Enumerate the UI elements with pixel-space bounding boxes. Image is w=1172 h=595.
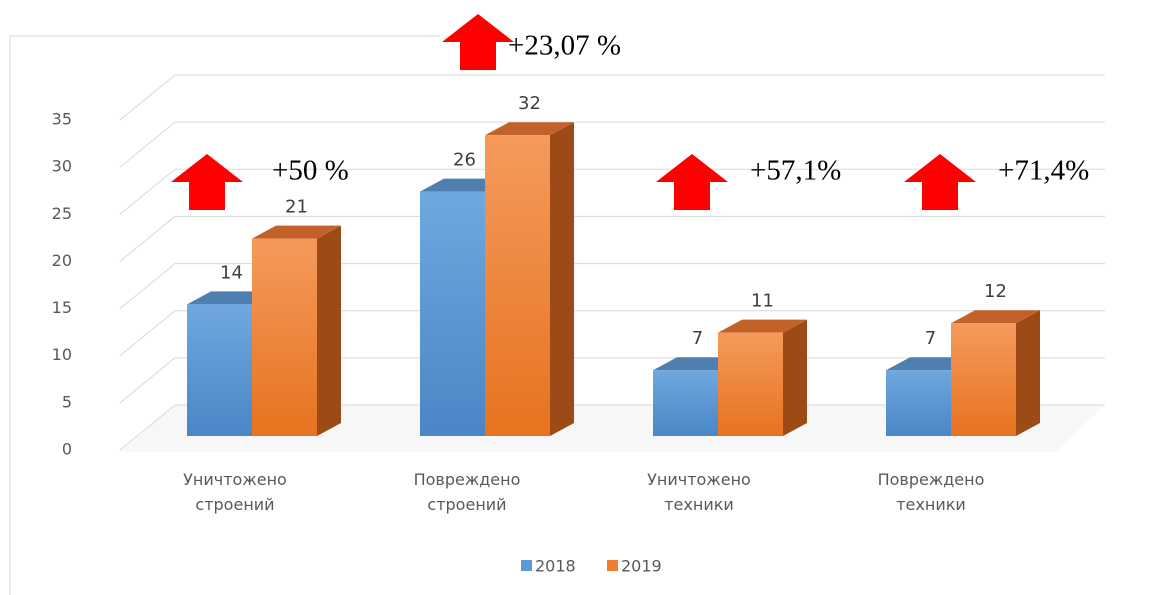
bar — [951, 323, 1016, 436]
bar-top — [718, 319, 807, 333]
legend-label: 2019 — [621, 557, 662, 576]
grid-line — [119, 310, 1105, 357]
legend-swatch — [607, 560, 618, 571]
bar — [187, 304, 252, 436]
y-tick-label: 0 — [62, 440, 72, 459]
value-label: 14 — [220, 262, 243, 283]
annotation: +23,07 % — [508, 30, 621, 62]
bar-side — [550, 122, 574, 436]
value-label: 7 — [692, 328, 703, 349]
bar — [718, 332, 783, 436]
x-tick-label: Повреждено техники — [877, 470, 985, 514]
bar-top — [951, 310, 1040, 324]
bar — [252, 238, 317, 436]
y-tick-label: 30 — [52, 157, 72, 176]
bar — [420, 191, 485, 436]
arrow — [656, 154, 728, 210]
bar — [886, 370, 951, 436]
annotation: +50 % — [272, 155, 349, 187]
y-tick-label: 10 — [52, 345, 72, 364]
bar — [485, 135, 550, 436]
value-label: 26 — [453, 150, 476, 171]
y-tick-label: 25 — [52, 204, 72, 223]
x-tick-label: Уничтожено техники — [647, 470, 751, 514]
bar — [653, 370, 718, 436]
bar-side — [317, 225, 341, 436]
annotation: +71,4% — [998, 155, 1089, 187]
grid-line — [119, 168, 1105, 215]
value-label: 32 — [518, 93, 541, 114]
bar-side — [783, 319, 807, 436]
grid-line — [119, 121, 1105, 168]
grid-line — [119, 74, 1105, 121]
y-tick-label: 15 — [52, 298, 72, 317]
legend-swatch — [521, 560, 532, 571]
value-label: 11 — [751, 291, 774, 312]
bar-side — [1016, 310, 1040, 436]
floor — [120, 405, 1105, 452]
value-label: 21 — [285, 197, 308, 218]
legend-label: 2018 — [535, 557, 576, 576]
value-label: 12 — [984, 281, 1007, 302]
y-tick-label: 20 — [52, 251, 72, 270]
annotation: +57,1% — [750, 155, 841, 187]
x-tick-label: Уничтожено строений — [183, 470, 287, 514]
arrow — [904, 154, 976, 210]
x-tick-label: Повреждено строений — [413, 470, 521, 514]
arrow — [171, 154, 243, 210]
arrow — [442, 14, 514, 70]
y-tick-label: 35 — [52, 110, 72, 129]
bar-top — [485, 122, 574, 136]
y-tick-label: 5 — [62, 392, 72, 411]
bar-top — [252, 225, 341, 239]
value-label: 7 — [925, 328, 936, 349]
grid-line — [119, 263, 1105, 309]
grid-line — [119, 215, 1105, 262]
